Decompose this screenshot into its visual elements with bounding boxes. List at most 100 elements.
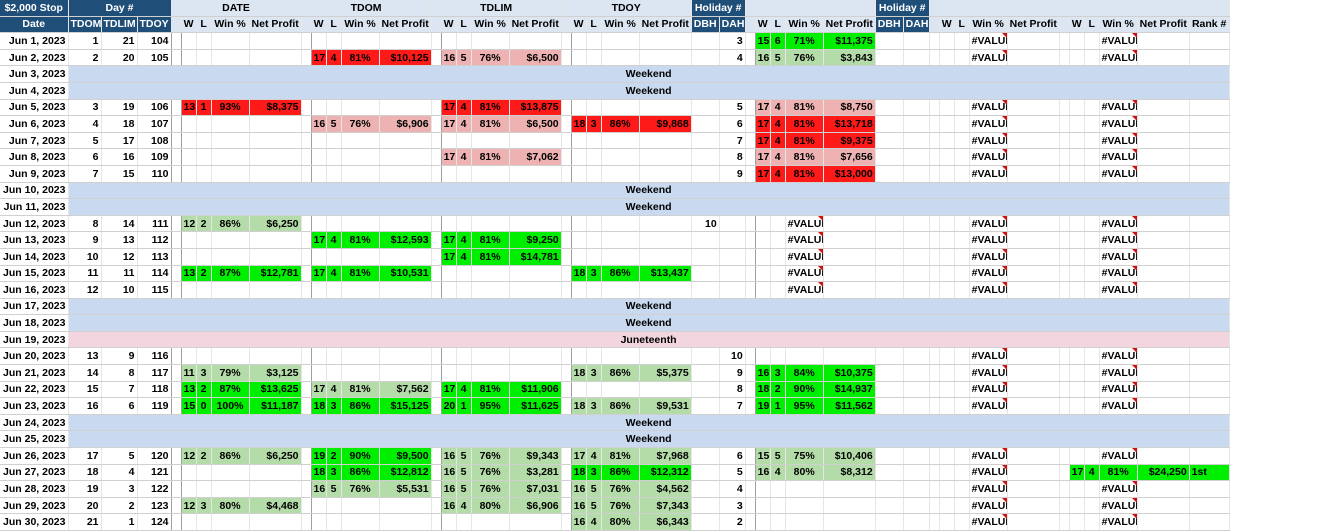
column-header[interactable]: L — [456, 16, 472, 34]
date-group-spacer[interactable] — [171, 265, 182, 283]
tdlim-cell[interactable]: 16 — [101, 148, 138, 166]
holiday2-spacer[interactable] — [929, 32, 940, 50]
date-group-spacer[interactable] — [171, 231, 182, 249]
holiday2-spacer[interactable] — [929, 231, 940, 249]
dah2-cell[interactable] — [903, 148, 930, 166]
hold-net-profit[interactable] — [1137, 347, 1190, 366]
tdom-group-win-pct[interactable] — [341, 99, 380, 117]
header-holiday-number[interactable]: Holiday # — [691, 0, 746, 17]
tdlim-group-net-profit[interactable]: $7,062 — [509, 148, 562, 166]
holiday2-losses[interactable] — [954, 248, 970, 266]
holiday-group-net-profit[interactable]: $11,375 — [823, 32, 876, 50]
date-group-net-profit[interactable]: $12,781 — [249, 265, 302, 283]
holiday2-wins[interactable] — [939, 248, 955, 266]
column-header[interactable]: W — [441, 16, 457, 34]
column-header[interactable]: L — [1084, 16, 1100, 34]
dah-cell[interactable]: 7 — [719, 132, 746, 150]
tdom-group-losses[interactable]: 5 — [326, 115, 342, 133]
date-group-losses[interactable]: 2 — [196, 215, 212, 233]
column-header[interactable]: Win % — [601, 16, 640, 34]
date-group-win-pct[interactable] — [211, 148, 250, 166]
date-group-losses[interactable] — [196, 513, 212, 531]
date-cell[interactable]: Jun 15, 2023 — [0, 265, 69, 283]
tdom-cell[interactable]: 17 — [68, 447, 102, 465]
dbh-cell[interactable] — [691, 49, 720, 67]
holiday-group-wins[interactable] — [755, 347, 771, 366]
hold-wins[interactable] — [1069, 397, 1085, 415]
dah-cell[interactable] — [719, 215, 746, 233]
hold-wins[interactable] — [1069, 265, 1085, 283]
tdom-group-net-profit[interactable] — [379, 32, 432, 50]
date-cell[interactable]: Jun 23, 2023 — [0, 397, 69, 415]
tdom-group-losses[interactable] — [326, 32, 342, 50]
holiday2-wins[interactable] — [939, 447, 955, 465]
holiday2-win-pct[interactable]: #VALUE! — [969, 99, 1008, 117]
holiday-group-wins[interactable]: 15 — [755, 32, 771, 50]
column-header[interactable]: W — [181, 16, 197, 34]
column-header[interactable]: Win % — [211, 16, 250, 34]
date-group-wins[interactable] — [181, 347, 197, 366]
tdlim-group-losses[interactable]: 4 — [456, 148, 472, 166]
tdlim-group-wins[interactable]: 17 — [441, 231, 457, 249]
holiday-group-losses[interactable]: 4 — [770, 132, 786, 150]
tdoy-group-losses[interactable] — [586, 49, 602, 67]
tdoy-group-spacer[interactable] — [561, 215, 572, 233]
hold-spacer[interactable] — [1059, 165, 1070, 183]
hold-win-pct[interactable]: #VALUE! — [1099, 281, 1138, 299]
weekend-banner[interactable]: Weekend — [68, 430, 1230, 449]
holiday-group-spacer[interactable] — [745, 248, 756, 266]
tdoy-group-wins[interactable] — [571, 347, 587, 366]
tdom-group-win-pct[interactable] — [341, 165, 380, 183]
date-group-wins[interactable] — [181, 165, 197, 183]
column-header[interactable]: Net Profit — [639, 16, 692, 34]
dbh-cell[interactable] — [691, 381, 720, 399]
holiday-group-wins[interactable] — [755, 281, 771, 299]
dbh-cell[interactable] — [691, 231, 720, 249]
tdoy-group-wins[interactable] — [571, 99, 587, 117]
hold-win-pct[interactable]: #VALUE! — [1099, 248, 1138, 266]
hold-spacer[interactable] — [1059, 281, 1070, 299]
tdoy-cell[interactable]: 112 — [137, 231, 172, 249]
date-cell[interactable]: Jun 18, 2023 — [0, 314, 69, 332]
tdlim-cell[interactable]: 21 — [101, 32, 138, 50]
hold-wins[interactable] — [1069, 49, 1085, 67]
tdoy-group-spacer[interactable] — [561, 49, 572, 67]
tdom-group-losses[interactable]: 4 — [326, 49, 342, 67]
holiday-group-spacer[interactable] — [745, 364, 756, 382]
tdom-group-spacer[interactable] — [301, 165, 312, 183]
tdoy-group-wins[interactable]: 18 — [571, 464, 587, 482]
dah-cell[interactable]: 3 — [719, 32, 746, 50]
date-group-win-pct[interactable]: 86% — [211, 447, 250, 465]
dah-cell[interactable] — [719, 231, 746, 249]
hold-spacer[interactable] — [1059, 397, 1070, 415]
holiday-group-win-pct[interactable]: #VALUE! — [785, 215, 824, 233]
dbh-cell[interactable] — [691, 281, 720, 299]
hold-net-profit[interactable] — [1137, 447, 1190, 465]
hold-net-profit[interactable] — [1137, 148, 1190, 166]
tdlim-group-net-profit[interactable]: $7,031 — [509, 480, 562, 498]
tdoy-group-losses[interactable] — [586, 215, 602, 233]
hold-rank[interactable] — [1189, 132, 1230, 150]
tdoy-group-net-profit[interactable]: $6,343 — [639, 513, 692, 531]
hold-spacer[interactable] — [1059, 265, 1070, 283]
hold-rank[interactable] — [1189, 99, 1230, 117]
tdoy-group-net-profit[interactable] — [639, 215, 692, 233]
hold-spacer[interactable] — [1059, 115, 1070, 133]
holiday-group-win-pct[interactable] — [785, 513, 824, 531]
hold-net-profit[interactable] — [1137, 49, 1190, 67]
holiday-group-spacer[interactable] — [745, 447, 756, 465]
dah2-cell[interactable] — [903, 281, 930, 299]
tdom-cell[interactable]: 5 — [68, 132, 102, 150]
dbh2-cell[interactable] — [875, 464, 904, 482]
holiday2-wins[interactable] — [939, 165, 955, 183]
date-group-spacer[interactable] — [171, 513, 182, 531]
tdom-cell[interactable]: 1 — [68, 32, 102, 50]
tdlim-group-spacer[interactable] — [431, 215, 442, 233]
tdlim-group-win-pct[interactable] — [471, 364, 510, 382]
hold-rank[interactable] — [1189, 447, 1230, 465]
tdlim-group-spacer[interactable] — [431, 464, 442, 482]
holiday-group-wins[interactable] — [755, 231, 771, 249]
tdom-group-wins[interactable]: 17 — [311, 265, 327, 283]
tdoy-group-net-profit[interactable]: $13,437 — [639, 265, 692, 283]
date-group-win-pct[interactable] — [211, 281, 250, 299]
